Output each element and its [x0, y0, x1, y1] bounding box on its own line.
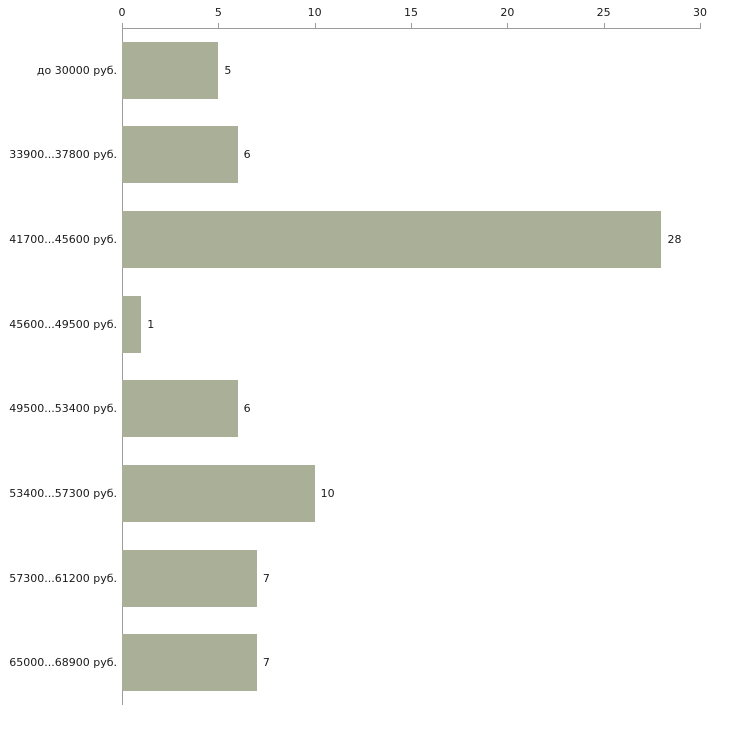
bar — [122, 211, 662, 269]
chart-row: 33900...37800 руб. 6 — [0, 113, 730, 198]
value-label: 1 — [147, 317, 155, 331]
x-tick-mark — [218, 23, 220, 28]
chart-row: 45600...49500 руб. 1 — [0, 282, 730, 367]
chart-row: 57300...61200 руб. 7 — [0, 536, 730, 621]
x-tick-mark — [700, 23, 701, 28]
bar-area: 28 — [122, 197, 700, 282]
category-label: 41700...45600 руб. — [9, 233, 117, 247]
bar — [122, 380, 238, 438]
category-label: 65000...68900 руб. — [9, 656, 117, 670]
chart-row: 49500...53400 руб. 6 — [0, 367, 730, 452]
chart-rows: до 30000 руб. 5 33900...37800 руб. 6 41700..… — [0, 28, 730, 705]
chart-row: 53400...57300 руб. 10 — [0, 451, 730, 536]
value-label: 7 — [262, 571, 270, 585]
category-label: 57300...61200 руб. — [9, 571, 117, 585]
category-label: 33900...37800 руб. — [9, 148, 117, 162]
chart-row: 41700...45600 руб. 28 — [0, 197, 730, 282]
x-tick-label: 30 — [693, 6, 707, 19]
value-label: 6 — [243, 148, 251, 162]
x-tick-label: 10 — [307, 6, 322, 19]
x-tick-label: 15 — [404, 6, 418, 19]
x-tick-mark — [507, 23, 509, 28]
x-tick-mark — [122, 23, 123, 28]
x-axis-ticks: 0 5 10 15 20 25 30 — [118, 0, 707, 28]
value-label: 7 — [262, 656, 270, 670]
bar — [122, 549, 257, 607]
x-axis-line — [122, 28, 701, 29]
x-tick-label: 20 — [500, 6, 515, 19]
bar-area: 6 — [122, 113, 700, 198]
bar-area: 5 — [122, 28, 700, 113]
value-label: 28 — [667, 233, 682, 247]
bar — [122, 295, 142, 353]
bar-area: 1 — [122, 282, 700, 367]
bar — [122, 126, 238, 184]
value-label: 6 — [243, 402, 251, 416]
bar — [122, 634, 257, 692]
y-axis-line — [122, 28, 123, 705]
x-tick-label: 5 — [214, 6, 222, 19]
category-label: до 30000 руб. — [36, 63, 117, 77]
x-tick-label: 25 — [596, 6, 611, 19]
bar-area: 10 — [122, 451, 700, 536]
bar-area: 7 — [122, 536, 700, 621]
x-tick-mark — [603, 23, 605, 28]
chart-row: до 30000 руб. 5 — [0, 28, 730, 113]
bar — [122, 464, 315, 522]
x-tick-label: 0 — [118, 6, 126, 19]
x-tick-mark — [314, 23, 316, 28]
category-label: 45600...49500 руб. — [9, 317, 117, 331]
bar — [122, 41, 219, 99]
value-label: 10 — [320, 486, 335, 500]
category-label: 53400...57300 руб. — [9, 486, 117, 500]
x-tick-mark — [411, 23, 412, 28]
value-label: 5 — [224, 63, 232, 77]
chart-row: 65000...68900 руб. 7 — [0, 620, 730, 705]
bar-area: 6 — [122, 367, 700, 452]
bar-area: 7 — [122, 620, 700, 705]
category-label: 49500...53400 руб. — [9, 402, 117, 416]
